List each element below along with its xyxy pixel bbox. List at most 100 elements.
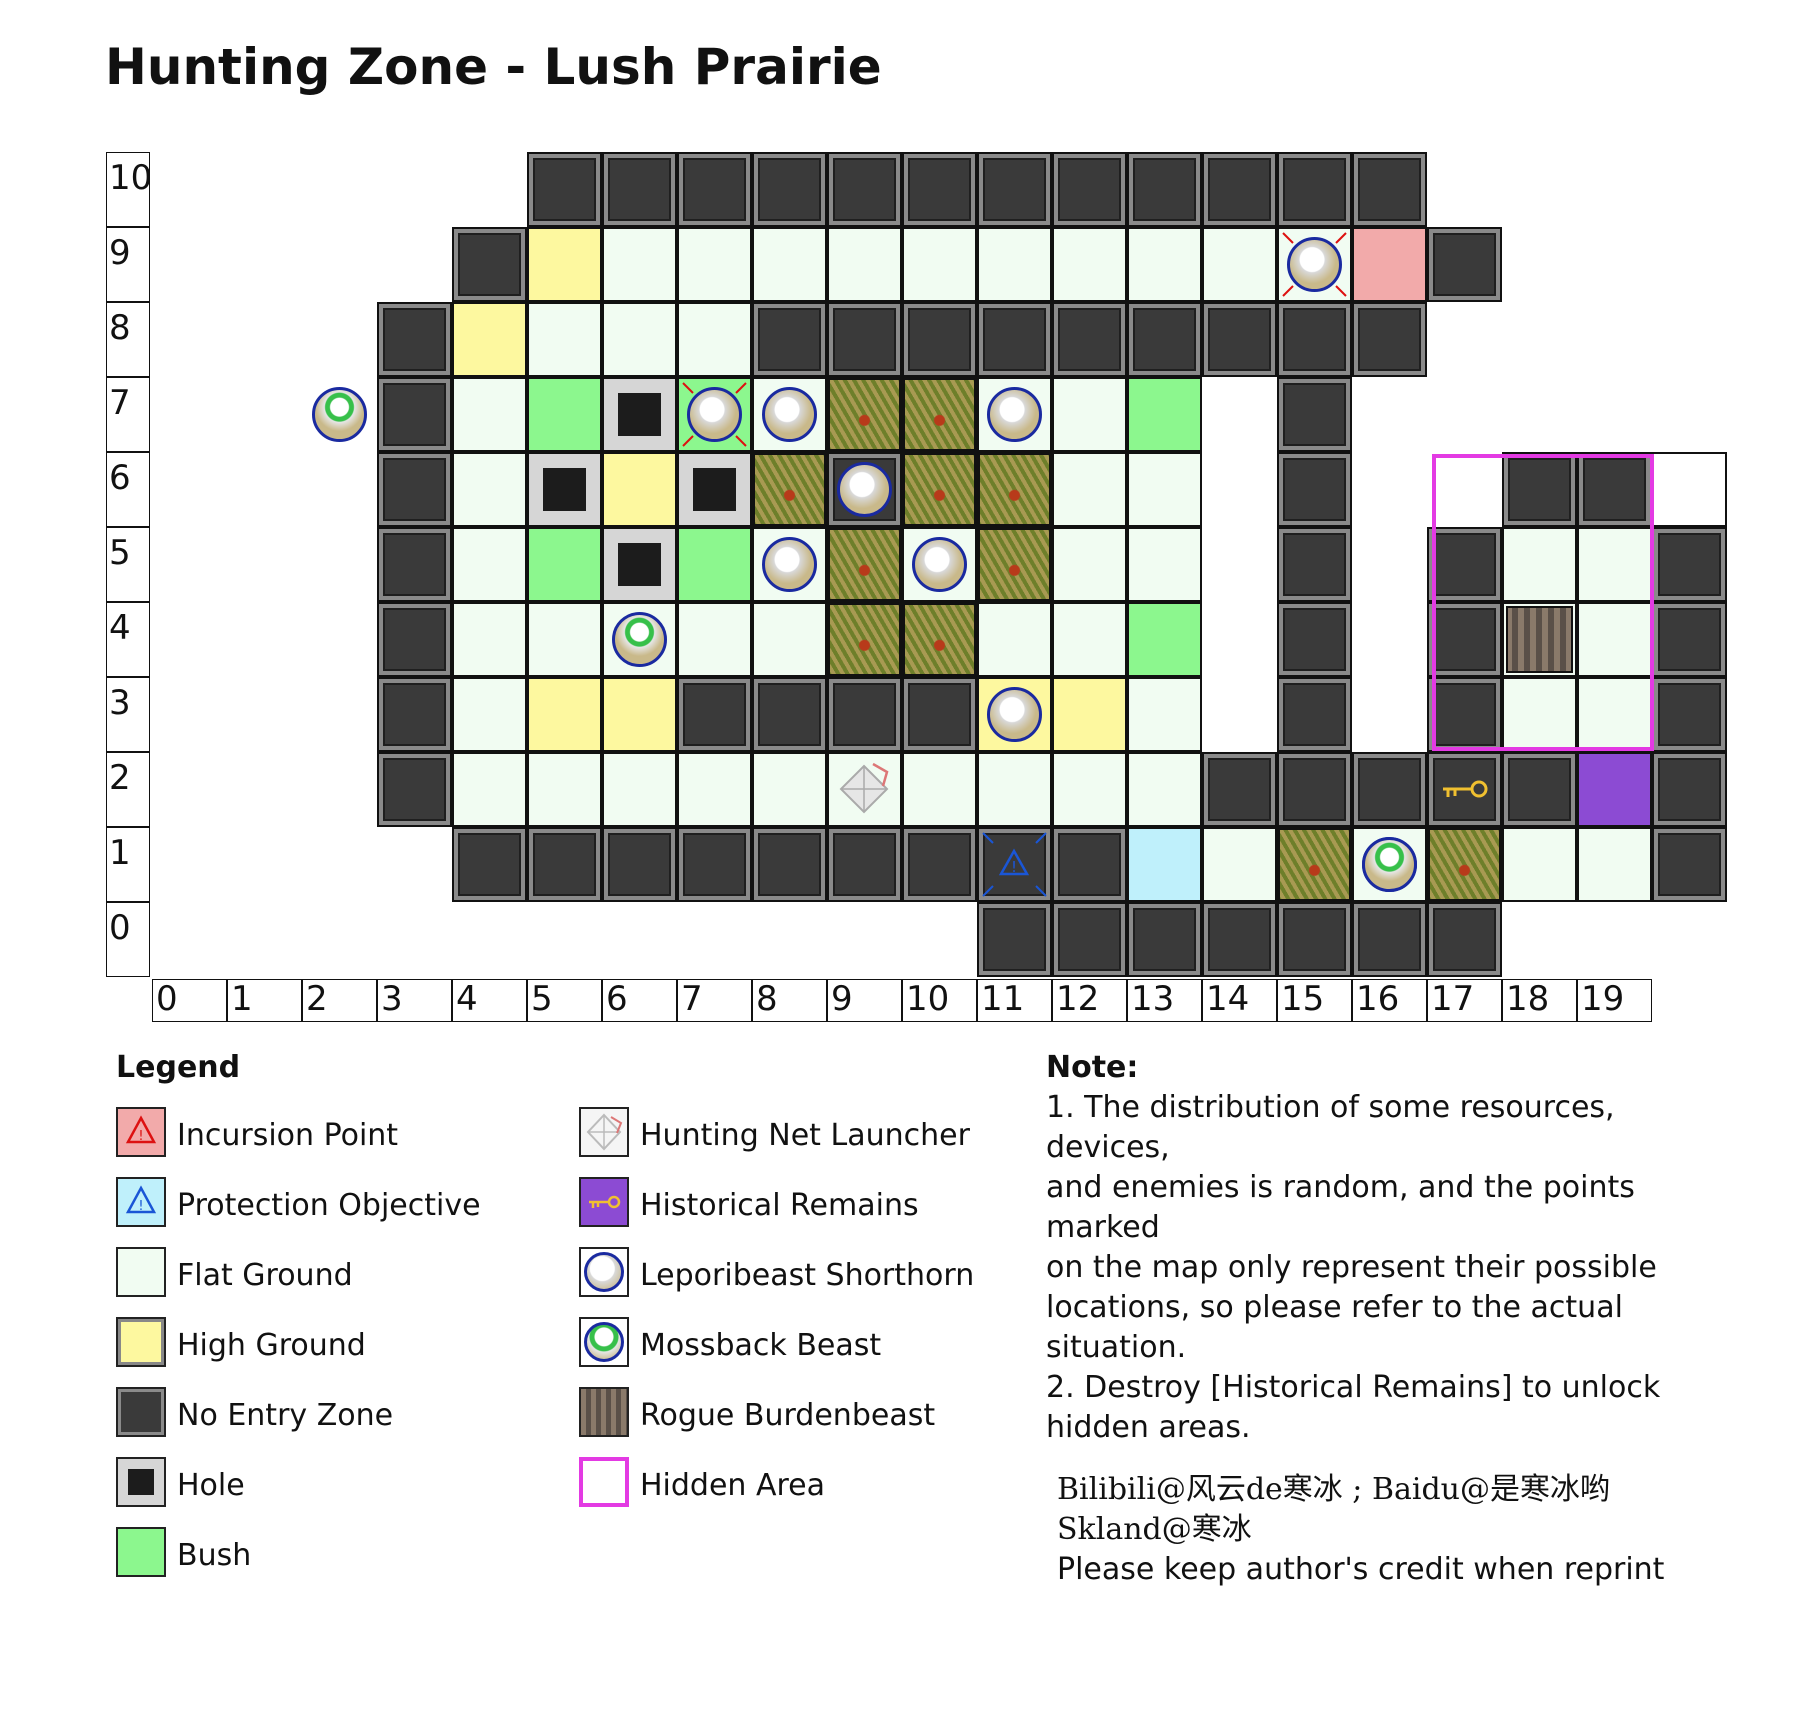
tile-no-entry [1277, 452, 1352, 527]
bush-tile [978, 528, 1051, 601]
y-axis-label: 7 [106, 377, 150, 452]
x-axis-label: 3 [377, 979, 452, 1022]
tile-no-entry [902, 677, 977, 752]
tile-no-entry [1577, 452, 1652, 527]
tile-no-entry [752, 677, 827, 752]
bush-tile [978, 453, 1051, 526]
y-axis-label: 9 [106, 227, 150, 302]
tile-protection-objective [1127, 827, 1202, 902]
tile-no-entry [1277, 677, 1352, 752]
shorthorn-icon [912, 537, 967, 592]
tile-bush [677, 527, 752, 602]
y-axis-label: 3 [106, 677, 150, 752]
tile-no-entry [377, 377, 452, 452]
tile-hole [677, 452, 752, 527]
tile-flat-ground [902, 752, 977, 827]
tile-high-ground [602, 677, 677, 752]
y-axis-label: 8 [106, 302, 150, 377]
tile-bush [1127, 377, 1202, 452]
tile-flat-ground [1052, 527, 1127, 602]
tile-flat-ground [527, 602, 602, 677]
tile-no-entry [1202, 302, 1277, 377]
tile-no-entry [827, 827, 902, 902]
tile-bush [1127, 602, 1202, 677]
tile-flat-ground [1127, 452, 1202, 527]
shorthorn-icon [579, 1247, 629, 1297]
tile-flat-ground [1577, 677, 1652, 752]
tile-flat-ground [452, 527, 527, 602]
credit-line: Please keep author's credit when reprint [1057, 1552, 1665, 1587]
tile-flat-ground [752, 602, 827, 677]
tile-no-entry [1052, 827, 1127, 902]
tile-no-entry [602, 152, 677, 227]
key-icon [579, 1177, 629, 1227]
tile-historical-remains [1577, 752, 1652, 827]
svg-text:!: ! [138, 1129, 143, 1144]
tile-no-entry [752, 152, 827, 227]
incursion-point-icon: ! [116, 1107, 166, 1157]
tile-no-entry [527, 152, 602, 227]
tile-no-entry [602, 827, 677, 902]
page-title: Hunting Zone - Lush Prairie [105, 38, 882, 96]
tile-no-entry [1427, 527, 1502, 602]
x-axis-label: 17 [1427, 979, 1502, 1022]
x-axis-label: 14 [1202, 979, 1277, 1022]
tile-flat-ground [527, 302, 602, 377]
tile-flat-ground [1202, 227, 1277, 302]
tile-no-entry [827, 677, 902, 752]
tile-flat-ground [977, 602, 1052, 677]
note-line: on the map only represent their possible [1046, 1250, 1657, 1285]
tile-no-entry [527, 827, 602, 902]
x-axis-label: 13 [1127, 979, 1202, 1022]
tile-no-entry [1652, 752, 1727, 827]
tile-hole [602, 377, 677, 452]
tile-no-entry [827, 302, 902, 377]
note-title: Note: [1046, 1050, 1139, 1085]
tile-no-entry [1277, 602, 1352, 677]
tile-no-entry [1352, 902, 1427, 977]
tile-flat-ground [452, 377, 527, 452]
tile-no-entry [1427, 902, 1502, 977]
tile-no-entry [902, 302, 977, 377]
tile-no-entry [1277, 752, 1352, 827]
tile-no-entry [1502, 452, 1577, 527]
x-axis-label: 4 [452, 979, 527, 1022]
tile-flat-ground [1127, 677, 1202, 752]
tile-no-entry [977, 302, 1052, 377]
x-axis-label: 10 [902, 979, 977, 1022]
tile-no-entry [1352, 152, 1427, 227]
tile-no-entry [452, 827, 527, 902]
tile-no-entry [1277, 302, 1352, 377]
tile-flat-ground [602, 227, 677, 302]
tile-flat-ground [752, 752, 827, 827]
tile-no-entry [677, 152, 752, 227]
x-axis-label: 19 [1577, 979, 1652, 1022]
tile-high-ground [1052, 677, 1127, 752]
mossback-icon [579, 1317, 629, 1367]
flat-ground-swatch [116, 1247, 166, 1297]
tile-no-entry [1202, 752, 1277, 827]
tile-no-entry [1127, 302, 1202, 377]
tile-flat-ground [902, 227, 977, 302]
x-axis-label: 12 [1052, 979, 1127, 1022]
tile-no-entry [377, 302, 452, 377]
y-axis-label: 2 [106, 752, 150, 827]
tile-no-entry [1277, 527, 1352, 602]
tile-flat-ground [1052, 227, 1127, 302]
tile-no-entry [752, 827, 827, 902]
tile-no-entry [1277, 902, 1352, 977]
mossback-icon [612, 612, 667, 667]
note-line: 1. The distribution of some resources, d… [1046, 1090, 1615, 1165]
tile-flat-ground [1577, 527, 1652, 602]
tile-no-entry [1277, 152, 1352, 227]
tile-no-entry [1052, 302, 1127, 377]
note-line: hidden areas. [1046, 1410, 1251, 1445]
tile-flat-ground [977, 752, 1052, 827]
tile-flat-ground [1502, 827, 1577, 902]
tile-no-entry [1652, 527, 1727, 602]
tile-no-entry [377, 752, 452, 827]
bush-tile [828, 603, 901, 676]
tile-flat-ground [1502, 527, 1577, 602]
tile-no-entry [1352, 302, 1427, 377]
tile-high-ground [452, 302, 527, 377]
